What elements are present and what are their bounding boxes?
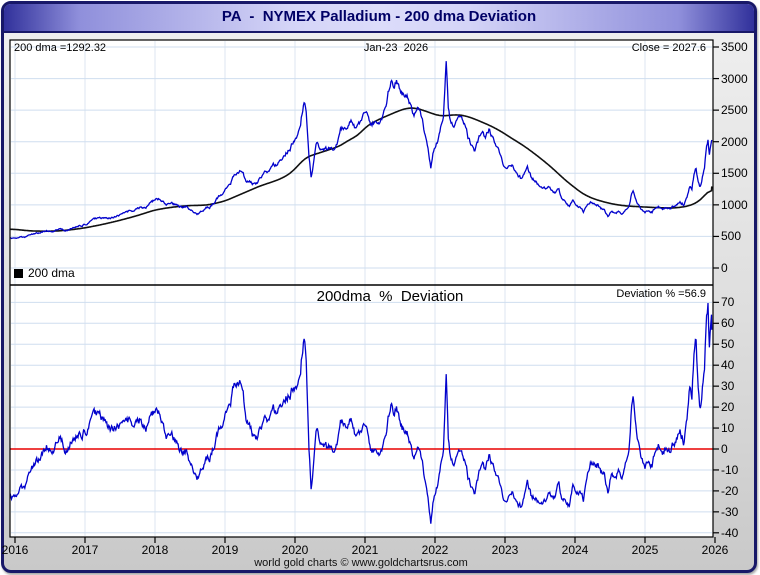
bottom-axis-ticks [14, 537, 716, 543]
legend-200dma: 200 dma [14, 266, 75, 280]
deviation-panel-title: 200dma % Deviation [316, 288, 464, 305]
price-axis-label: 3000 [721, 71, 748, 86]
deviation-axis-label: 40 [721, 358, 735, 373]
price-axis-label: 3500 [721, 40, 748, 54]
dma-value-label: 200 dma =1292.32 [14, 42, 107, 54]
deviation-axis-label: -20 [721, 483, 739, 498]
year-label: 2018 [141, 543, 169, 557]
year-label: 2022 [421, 543, 449, 557]
year-label: 2024 [561, 543, 589, 557]
year-label: 2017 [71, 543, 99, 557]
palladium-price-line [10, 61, 713, 240]
price-axis-label: 500 [721, 229, 742, 244]
deviation-axis-label: -10 [721, 462, 739, 477]
date-label: Jan-23 2026 [363, 42, 429, 54]
year-label: 2023 [491, 543, 519, 557]
year-label: 2021 [351, 543, 379, 557]
plot-border [9, 39, 714, 538]
legend-swatch-icon [14, 269, 23, 278]
year-label: 2019 [211, 543, 239, 557]
deviation-axis-label: 50 [721, 337, 735, 352]
price-axis-label: 1500 [721, 166, 748, 181]
deviation-axis-label: 70 [721, 295, 735, 310]
year-label: 2025 [631, 543, 659, 557]
legend-label: 200 dma [28, 266, 75, 280]
deviation-axis-label: 60 [721, 316, 735, 331]
chart-title: PA - NYMEX Palladium - 200 dma Deviation [221, 8, 537, 25]
price-axis-label: 2500 [721, 103, 748, 118]
title-bar: PA - NYMEX Palladium - 200 dma Deviation [4, 4, 754, 33]
vertical-gridlines [14, 41, 646, 536]
footer-credit: world gold charts © www.goldchartsrus.co… [254, 557, 468, 569]
deviation-line [10, 302, 713, 524]
year-label: 2026 [701, 543, 729, 557]
deviation-axis-label: 0 [721, 442, 728, 456]
plot-background [10, 40, 713, 537]
deviation-axis-label: 30 [721, 379, 735, 394]
dma-200-line [10, 107, 713, 232]
price-axis-label: 0 [721, 261, 728, 275]
deviation-axis-label: 20 [721, 400, 735, 415]
deviation-axis-label: -40 [721, 525, 739, 540]
deviation-axis-label: 10 [721, 421, 735, 436]
year-label: 2016 [1, 543, 29, 557]
price-axis-label: 2000 [721, 134, 748, 149]
year-label: 2020 [281, 543, 309, 557]
deviation-axis-label: -30 [721, 504, 739, 519]
price-axis-label: 1000 [721, 197, 748, 212]
deviation-value-label: Deviation % =56.9 [616, 288, 706, 300]
right-axis-ticks [713, 46, 719, 534]
close-value-label: Close = 2027.6 [631, 42, 706, 54]
